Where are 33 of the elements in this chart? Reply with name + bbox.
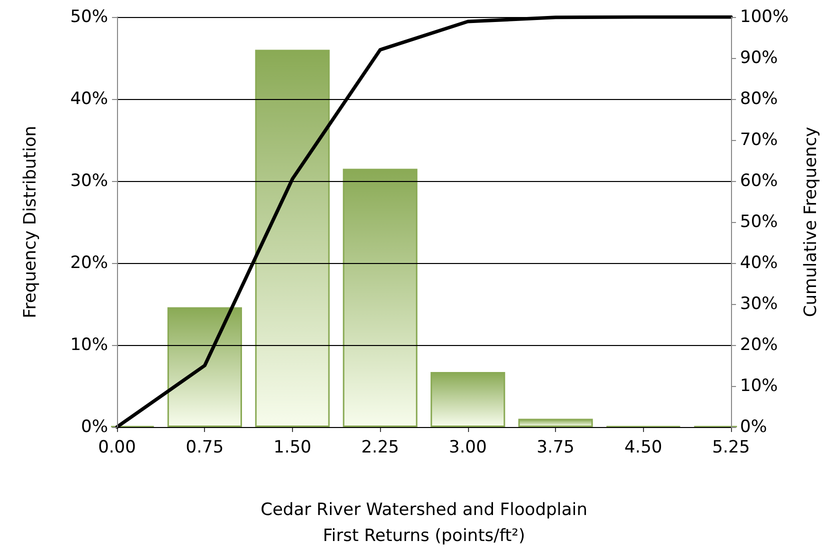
y-axis-title: Frequency Distribution bbox=[20, 126, 40, 318]
y-tick-label: 50% bbox=[70, 7, 108, 27]
bar bbox=[167, 307, 242, 427]
y2-axis-title: Cumulative Frequency bbox=[801, 126, 821, 318]
y2-tick-label: 70% bbox=[740, 130, 778, 150]
x-tick-label: 4.50 bbox=[624, 438, 662, 458]
y2-tick-label: 50% bbox=[740, 212, 778, 232]
y2-tick-label: 100% bbox=[740, 7, 789, 27]
x-tick-label: 5.25 bbox=[712, 438, 750, 458]
y-tick-label: 30% bbox=[70, 171, 108, 191]
x-axis-title: Cedar River Watershed and Floodplain First Returns (points/ft²) bbox=[260, 500, 588, 546]
x-tick-label: 1.50 bbox=[274, 438, 312, 458]
x-tick-label: 3.75 bbox=[536, 438, 574, 458]
y2-tick-label: 30% bbox=[740, 294, 778, 314]
bar bbox=[255, 50, 330, 427]
x-tick-label: 0.00 bbox=[98, 438, 136, 458]
y2-tick-label: 20% bbox=[740, 335, 778, 355]
y2-tick-label: 60% bbox=[740, 171, 778, 191]
y2-tick-label: 80% bbox=[740, 89, 778, 109]
y-tick-label: 10% bbox=[70, 335, 108, 355]
y-tick-label: 40% bbox=[70, 89, 108, 109]
x-tick-label: 3.00 bbox=[448, 438, 487, 458]
y-tick-label: 20% bbox=[70, 253, 108, 273]
x-tick-label: 2.25 bbox=[361, 438, 400, 458]
y2-tick-label: 90% bbox=[740, 48, 778, 68]
bar bbox=[342, 168, 418, 427]
y2-tick-label: 10% bbox=[740, 376, 778, 396]
bar bbox=[430, 372, 506, 427]
y2-tick-label: 40% bbox=[740, 253, 778, 273]
bar bbox=[518, 418, 593, 427]
y2-tick-label: 0% bbox=[740, 417, 767, 437]
y-tick-label: 0% bbox=[81, 417, 108, 437]
x-tick-label: 0.75 bbox=[186, 438, 224, 458]
